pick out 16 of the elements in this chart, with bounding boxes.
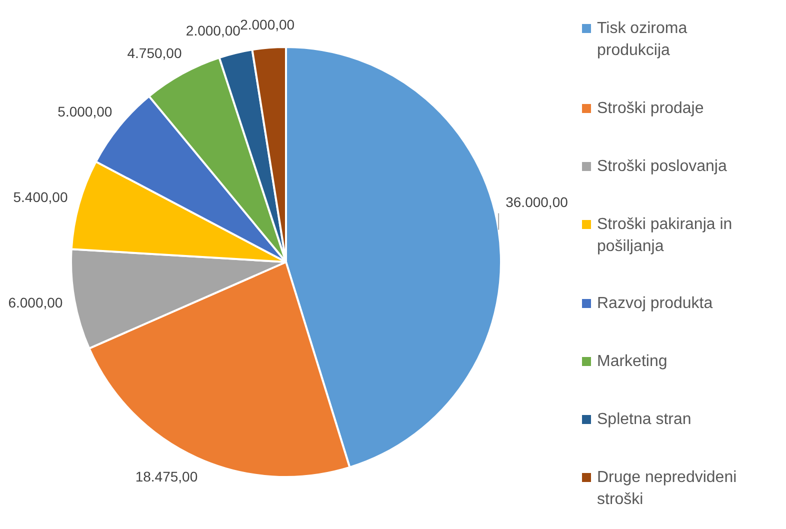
data-label: 36.000,00 (506, 194, 568, 210)
legend-label: Druge nepredvideni stroški (597, 468, 738, 510)
legend-label: Stroški pakiranja in pošiljanja (597, 214, 734, 257)
legend-label: Spletna stran (597, 410, 692, 430)
legend-label: Stroški poslovanja (597, 156, 727, 177)
data-label: 4.750,00 (127, 45, 182, 62)
legend-label: Marketing (597, 352, 668, 372)
legend-label: Tisk oziroma produkcija (597, 18, 688, 61)
data-label: 5.000,00 (58, 103, 112, 120)
data-label: 2.000,00 (186, 22, 241, 38)
data-label: 18.475,00 (135, 468, 198, 484)
legend-label: Stroški prodaje (597, 98, 704, 119)
data-label: 5.400,00 (13, 189, 68, 206)
data-label: 6.000,00 (8, 294, 63, 311)
legend-label: Razvoj produkta (597, 294, 713, 314)
data-label: 2.000,00 (240, 16, 295, 33)
